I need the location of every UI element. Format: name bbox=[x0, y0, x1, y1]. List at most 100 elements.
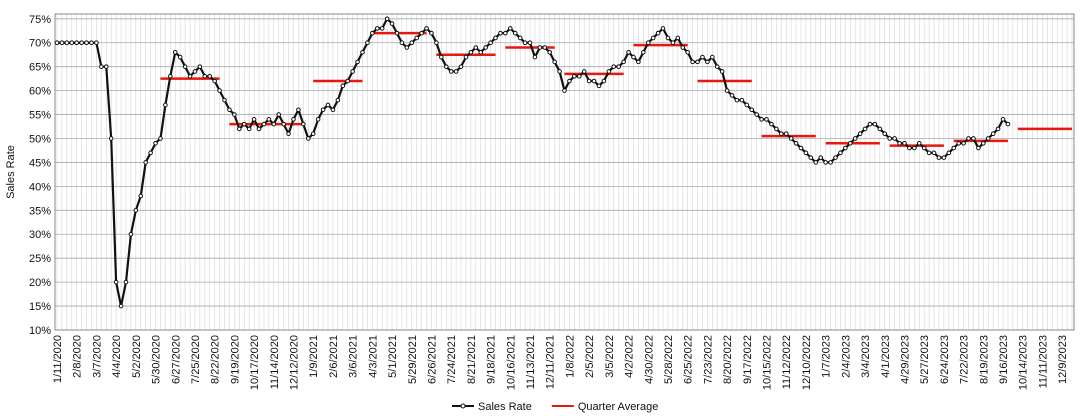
data-point bbox=[616, 64, 621, 69]
x-tick-label: 1/7/2023 bbox=[821, 335, 833, 378]
data-point bbox=[862, 126, 868, 132]
data-point bbox=[926, 150, 932, 156]
data-point bbox=[222, 97, 227, 103]
data-point bbox=[227, 107, 232, 113]
data-point bbox=[138, 193, 144, 199]
y-tick-label: 25% bbox=[29, 253, 51, 265]
x-tick-label: 8/19/2023 bbox=[978, 335, 990, 384]
data-point bbox=[995, 126, 1001, 132]
data-point bbox=[532, 54, 538, 60]
y-tick-label: 50% bbox=[29, 133, 51, 145]
x-tick-label: 7/25/2020 bbox=[190, 335, 202, 384]
x-tick-label: 2/4/2023 bbox=[840, 335, 852, 378]
data-point bbox=[59, 40, 65, 46]
data-point bbox=[429, 30, 434, 36]
data-point bbox=[808, 155, 814, 160]
data-point bbox=[89, 40, 94, 46]
data-point bbox=[463, 54, 469, 60]
data-point bbox=[360, 50, 365, 55]
x-tick-label: 5/1/2021 bbox=[387, 335, 399, 378]
data-point bbox=[783, 131, 789, 136]
data-point bbox=[379, 26, 385, 31]
data-point bbox=[527, 40, 533, 46]
data-point bbox=[182, 64, 188, 69]
data-point bbox=[833, 155, 838, 160]
data-point bbox=[453, 69, 459, 74]
x-tick-label: 9/18/2021 bbox=[486, 335, 498, 384]
data-point bbox=[892, 136, 897, 141]
data-point bbox=[897, 140, 902, 146]
data-point bbox=[769, 121, 774, 127]
x-tick-label: 2/6/2021 bbox=[328, 335, 340, 378]
data-point bbox=[907, 145, 912, 151]
y-tick-label: 60% bbox=[29, 86, 51, 98]
data-point bbox=[271, 121, 277, 127]
data-point bbox=[251, 117, 257, 122]
data-point bbox=[350, 69, 355, 74]
data-point bbox=[439, 54, 444, 60]
data-point bbox=[744, 102, 750, 108]
data-point bbox=[276, 112, 282, 117]
y-tick-label: 40% bbox=[29, 181, 51, 193]
data-point bbox=[882, 131, 888, 136]
x-tick-label: 5/29/2021 bbox=[407, 335, 419, 384]
data-point bbox=[586, 78, 592, 84]
data-point bbox=[108, 136, 114, 141]
data-point bbox=[320, 107, 326, 113]
x-tick-label: 1/9/2021 bbox=[308, 335, 320, 378]
data-point bbox=[74, 40, 80, 46]
data-point bbox=[665, 35, 671, 41]
data-point bbox=[749, 107, 755, 113]
plot-frame bbox=[54, 13, 1075, 331]
data-point bbox=[168, 73, 173, 79]
data-point bbox=[330, 107, 336, 113]
y-tick-label: 30% bbox=[29, 229, 51, 241]
data-point bbox=[1005, 121, 1011, 127]
data-point bbox=[621, 59, 626, 65]
y-tick-label: 20% bbox=[29, 277, 51, 289]
data-point bbox=[443, 64, 449, 69]
data-point bbox=[714, 64, 720, 69]
data-point bbox=[374, 26, 380, 31]
x-tick-label: 4/2/2022 bbox=[624, 335, 636, 378]
data-point bbox=[192, 69, 198, 74]
x-tick-label: 12/11/2021 bbox=[545, 335, 557, 389]
data-point bbox=[581, 69, 587, 74]
data-point bbox=[645, 40, 651, 46]
data-point bbox=[631, 54, 636, 60]
y-tick-label: 70% bbox=[29, 38, 51, 50]
data-point bbox=[517, 35, 523, 41]
data-point bbox=[64, 40, 70, 46]
x-tick-label: 5/2/2020 bbox=[131, 335, 143, 378]
data-point bbox=[961, 140, 966, 146]
data-point bbox=[576, 73, 582, 79]
data-point bbox=[936, 155, 942, 160]
data-point bbox=[739, 97, 745, 103]
data-point bbox=[384, 16, 390, 22]
legend-label: Quarter Average bbox=[578, 401, 659, 413]
x-tick-label: 5/28/2022 bbox=[663, 335, 675, 384]
data-point bbox=[902, 140, 907, 146]
x-tick-label: 10/15/2022 bbox=[762, 335, 774, 390]
legend-marker bbox=[460, 403, 466, 409]
data-point bbox=[754, 112, 759, 117]
data-point bbox=[976, 145, 981, 151]
x-tick-label: 8/22/2020 bbox=[210, 335, 222, 384]
data-point bbox=[774, 126, 779, 132]
data-point bbox=[345, 78, 351, 84]
data-point bbox=[335, 97, 341, 103]
data-point bbox=[153, 140, 158, 146]
y-tick-label: 55% bbox=[29, 110, 51, 122]
x-tick-label: 12/10/2022 bbox=[801, 335, 813, 390]
data-point bbox=[759, 117, 764, 122]
data-point bbox=[69, 40, 75, 46]
data-point bbox=[232, 112, 237, 117]
data-point bbox=[355, 59, 360, 65]
data-point bbox=[163, 102, 168, 108]
data-point bbox=[483, 45, 488, 50]
data-point bbox=[84, 40, 89, 46]
data-point bbox=[838, 150, 843, 156]
data-point bbox=[941, 155, 947, 160]
x-tick-label: 4/3/2021 bbox=[367, 335, 379, 378]
